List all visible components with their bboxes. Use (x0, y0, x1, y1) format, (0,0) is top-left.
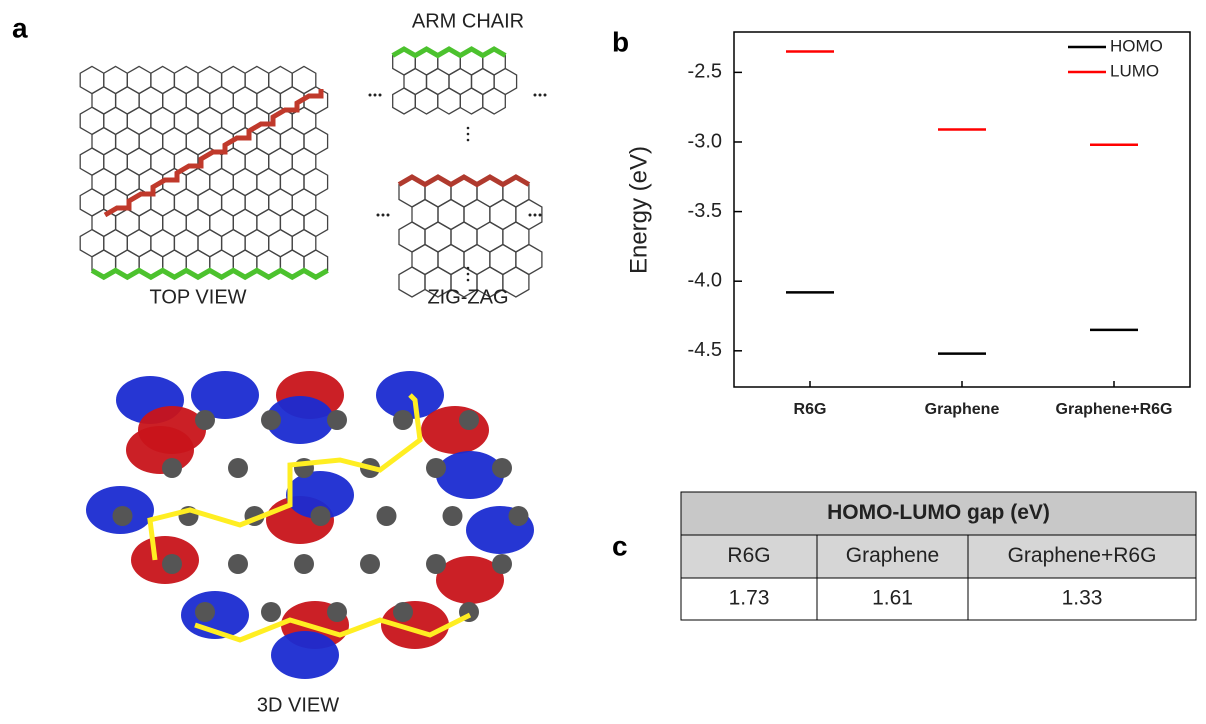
atom (261, 410, 281, 430)
y-tick-label: -4.5 (688, 339, 722, 361)
orbital-lobe (286, 471, 354, 519)
legend-label: LUMO (1110, 61, 1159, 80)
table-title: HOMO-LUMO gap (eV) (827, 501, 1050, 524)
table-cell (816, 534, 969, 579)
dot (466, 132, 470, 136)
dot (376, 213, 380, 217)
diagonal-path (103, 89, 324, 218)
molecule-3d (86, 371, 534, 679)
y-tick-label: -4.0 (688, 269, 722, 291)
armchair-label: ARM CHAIR (412, 10, 524, 32)
armchair-edge (90, 267, 329, 281)
orbital-lobe (421, 406, 489, 454)
table-cell (816, 577, 969, 621)
dot (386, 213, 390, 217)
panel-label: c (612, 530, 628, 561)
atom (327, 602, 347, 622)
table-cell (680, 534, 818, 579)
atom (228, 458, 248, 478)
atom (310, 506, 331, 526)
table-cell (680, 577, 818, 621)
atom (426, 458, 446, 478)
dot (466, 278, 470, 282)
atom (112, 506, 133, 526)
panel-label: a (12, 12, 28, 43)
graphene-lattice (79, 46, 547, 298)
atom (393, 410, 413, 430)
table-cell (967, 577, 1197, 621)
atom (195, 602, 215, 622)
orbital-lobe (436, 556, 504, 604)
dot (466, 272, 470, 276)
hexagon (459, 87, 484, 115)
orbital-lobe (191, 371, 259, 419)
table-text: R6G (727, 544, 770, 567)
x-tick-label: Graphene (925, 401, 1000, 418)
dot (538, 93, 542, 97)
atom (261, 602, 281, 622)
dot (466, 138, 470, 142)
zigzag-edge (397, 174, 531, 188)
gap-table: HOMO-LUMO gap (eV) R6G Graphene Graphene+R6… (680, 491, 1197, 621)
legend-label: HOMO (1110, 36, 1163, 55)
atom (162, 458, 182, 478)
table-text: 1.33 (1062, 587, 1103, 610)
dot (466, 126, 470, 130)
atom (376, 506, 397, 526)
x-tick-label: R6G (794, 401, 827, 418)
x-tick-label: Graphene+R6G (1056, 401, 1173, 418)
atom (195, 410, 215, 430)
hexagon (414, 87, 439, 115)
hexagon (502, 266, 530, 298)
atom (492, 554, 512, 574)
table-text: Graphene+R6G (1008, 544, 1157, 567)
y-axis-label: Energy (eV) (625, 146, 652, 274)
hexagon (482, 87, 506, 115)
table-title-cell (680, 491, 1197, 536)
orbital-lobe (271, 631, 339, 679)
y-tick-label: -3.0 (688, 130, 722, 152)
atom (228, 554, 248, 574)
dot (373, 93, 377, 97)
dot (533, 93, 537, 97)
atom (294, 554, 314, 574)
dot (378, 93, 382, 97)
dot (543, 93, 547, 97)
atom (327, 410, 347, 430)
dot (528, 213, 532, 217)
atom (508, 506, 529, 526)
plot-frame (733, 31, 1191, 388)
panel-label: b (612, 26, 629, 57)
zigzag-label: ZIG-ZAG (427, 286, 508, 308)
atom (393, 602, 413, 622)
dot (538, 213, 542, 217)
edge-path (147, 393, 472, 643)
atom (492, 458, 512, 478)
hexagon (392, 87, 416, 115)
hexagon (398, 266, 426, 298)
table-text: 1.61 (872, 587, 913, 610)
orbital-lobe (126, 426, 194, 474)
dot (381, 213, 385, 217)
dot (368, 93, 372, 97)
orbital-lobe (436, 451, 504, 499)
atom (459, 410, 479, 430)
atom (442, 506, 463, 526)
atom (162, 554, 182, 574)
top-view-label: TOP VIEW (149, 286, 246, 308)
table-text: 1.73 (729, 587, 770, 610)
dot (466, 266, 470, 270)
table-text: Graphene (846, 544, 939, 567)
orbital-lobe (266, 396, 334, 444)
dot (533, 213, 537, 217)
hexagon (437, 87, 461, 115)
armchair-edge (391, 46, 507, 59)
atom (426, 554, 446, 574)
atom (360, 554, 380, 574)
3d-view-label: 3D VIEW (257, 694, 339, 716)
y-tick-label: -2.5 (688, 61, 722, 83)
y-tick-label: -3.5 (688, 200, 722, 222)
